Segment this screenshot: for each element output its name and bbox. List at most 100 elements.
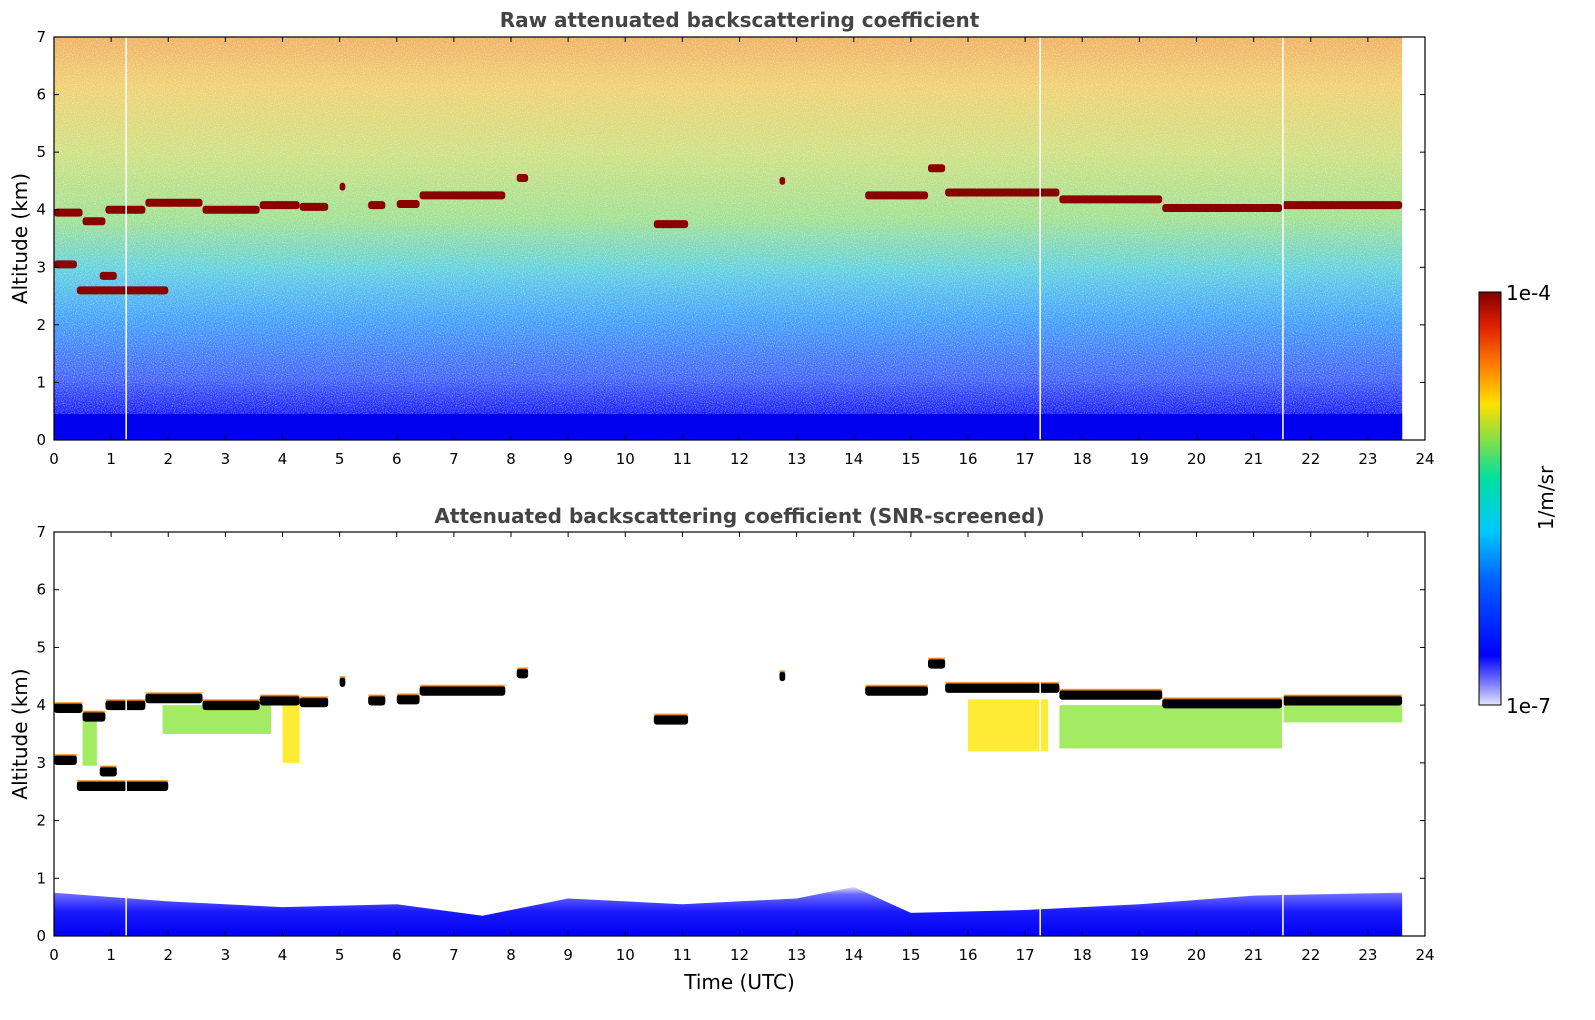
x-tick-label: 9 <box>563 946 573 964</box>
y-tick-label: 7 <box>36 28 46 46</box>
screened-cloud-edge <box>865 684 929 687</box>
screened-data-gap <box>125 532 127 936</box>
y-tick-label: 4 <box>36 696 46 714</box>
raw-cloud-layer <box>259 201 300 210</box>
screened-cloud-edge <box>779 670 786 673</box>
screened-cloud-edge <box>368 694 386 697</box>
y-tick-label: 6 <box>36 581 46 599</box>
x-tick-label: 18 <box>1073 946 1092 964</box>
y-tick-label: 6 <box>36 86 46 104</box>
screened-cloud-layer <box>299 697 329 708</box>
raw-cloud-layer <box>339 182 346 191</box>
colorbar: 1e-4 1e-7 1/m/sr <box>1478 281 1558 718</box>
y-tick-label: 1 <box>36 869 46 887</box>
screened-cloud-layer <box>1059 689 1163 700</box>
screened-cloud-edge <box>145 692 203 695</box>
x-tick-label: 13 <box>787 450 806 468</box>
raw-noise-speckle <box>54 37 1403 440</box>
screened-virga-region <box>1059 705 1283 749</box>
x-tick-label: 20 <box>1187 450 1206 468</box>
x-tick-label: 11 <box>673 946 692 964</box>
screened-cloud-layer <box>82 711 106 722</box>
screened-virga-region <box>282 705 300 763</box>
x-tick-label: 21 <box>1244 946 1263 964</box>
screened-cloud-layer <box>865 685 929 696</box>
x-tick-label: 6 <box>392 946 402 964</box>
x-tick-label: 8 <box>506 450 516 468</box>
screened-cloud-edge <box>54 753 77 756</box>
raw-cloud-layer <box>928 164 946 173</box>
screened-cloud-edge <box>202 699 260 702</box>
screened-cloud-layer <box>1282 695 1403 706</box>
screened-cloud-edge <box>419 684 506 687</box>
raw-cloud-layers <box>54 164 1403 295</box>
raw-cloud-layer <box>145 198 203 207</box>
x-tick-label: 1 <box>106 946 116 964</box>
y-tick-label: 1 <box>36 373 46 391</box>
x-tick-label: 2 <box>163 946 173 964</box>
x-tick-label: 11 <box>673 450 692 468</box>
x-tick-label: 0 <box>49 946 59 964</box>
screened-cloud-edge <box>1282 694 1403 697</box>
raw-cloud-layer <box>54 260 77 269</box>
x-tick-label: 12 <box>730 946 749 964</box>
screened-cloud-edge <box>945 681 1060 684</box>
screened-cloud-layer <box>516 668 529 679</box>
x-tick-label: 5 <box>335 450 345 468</box>
screened-cloud-edge <box>82 710 106 713</box>
x-tick-label: 15 <box>901 450 920 468</box>
y-tick-label: 0 <box>36 431 46 449</box>
screened-cloud-layer <box>1162 698 1283 709</box>
raw-cloud-layer <box>779 176 786 185</box>
x-tick-label: 19 <box>1130 946 1149 964</box>
raw-cloud-layer <box>82 217 106 226</box>
y-tick-label: 0 <box>36 927 46 945</box>
x-tick-label: 15 <box>901 946 920 964</box>
raw-cloud-layer <box>299 202 329 211</box>
x-tick-label: 14 <box>844 946 863 964</box>
x-tick-label: 3 <box>221 946 231 964</box>
x-tick-label: 3 <box>221 450 231 468</box>
screened-virga-region <box>968 699 1048 752</box>
raw-data-gaps <box>125 37 1284 440</box>
raw-title: Raw attenuated backscattering coefficien… <box>500 8 980 32</box>
x-tick-label: 22 <box>1301 946 1320 964</box>
colorbar-min-label: 1e-7 <box>1506 694 1551 718</box>
screened-cloud-layer <box>396 694 420 705</box>
screened-xlabel: Time (UTC) <box>683 970 795 994</box>
screened-cloud-layer <box>419 685 506 696</box>
raw-cloud-layer <box>1059 195 1163 204</box>
x-tick-label: 14 <box>844 450 863 468</box>
screened-panel: Attenuated backscattering coefficient (S… <box>8 504 1435 994</box>
x-tick-label: 7 <box>449 450 459 468</box>
screened-cloud-edge <box>928 657 946 660</box>
screened-cloud-edge <box>54 702 83 705</box>
screened-virga-region <box>1282 705 1403 723</box>
screened-axes: 0 1 2 3 4 5 6 7 8 9 10 11 12 13 14 15 16 17 18 19 20 21 22 23 24… <box>36 523 1434 964</box>
raw-cloud-layer <box>1162 203 1283 212</box>
raw-data-gap <box>1282 37 1284 440</box>
x-tick-label: 10 <box>616 450 635 468</box>
y-tick-label: 3 <box>36 754 46 772</box>
screened-cloud-layer <box>145 693 203 704</box>
x-tick-label: 13 <box>787 946 806 964</box>
screened-cloud-layer <box>99 766 117 777</box>
x-tick-label: 18 <box>1073 450 1092 468</box>
screened-cloud-layer <box>339 677 346 688</box>
screened-cloud-layer <box>259 695 300 706</box>
y-tick-label: 7 <box>36 523 46 541</box>
screened-cloud-layer <box>653 714 689 725</box>
x-tick-label: 16 <box>958 946 977 964</box>
screened-cloud-layer <box>779 671 786 682</box>
raw-cloud-layer <box>516 174 529 183</box>
screened-cloud-edge <box>259 694 300 697</box>
raw-axes: 0 1 2 3 4 5 6 7 8 9 10 11 12 13 14 15 16 17 18 19 20 21 22 23 24… <box>36 28 1434 468</box>
x-tick-label: 24 <box>1415 450 1434 468</box>
colorbar-gradient <box>1478 291 1502 706</box>
screened-cloud-edge <box>76 779 169 782</box>
colorbar-unit-label: 1/m/sr <box>1534 465 1558 530</box>
x-tick-label: 23 <box>1358 450 1377 468</box>
x-tick-label: 5 <box>335 946 345 964</box>
y-tick-label: 5 <box>36 143 46 161</box>
